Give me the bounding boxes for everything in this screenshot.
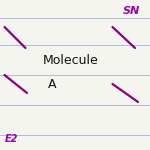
Text: A: A: [48, 78, 57, 90]
Text: Molecule: Molecule: [43, 54, 98, 66]
Text: SN: SN: [123, 6, 140, 15]
Text: E2: E2: [4, 135, 18, 144]
